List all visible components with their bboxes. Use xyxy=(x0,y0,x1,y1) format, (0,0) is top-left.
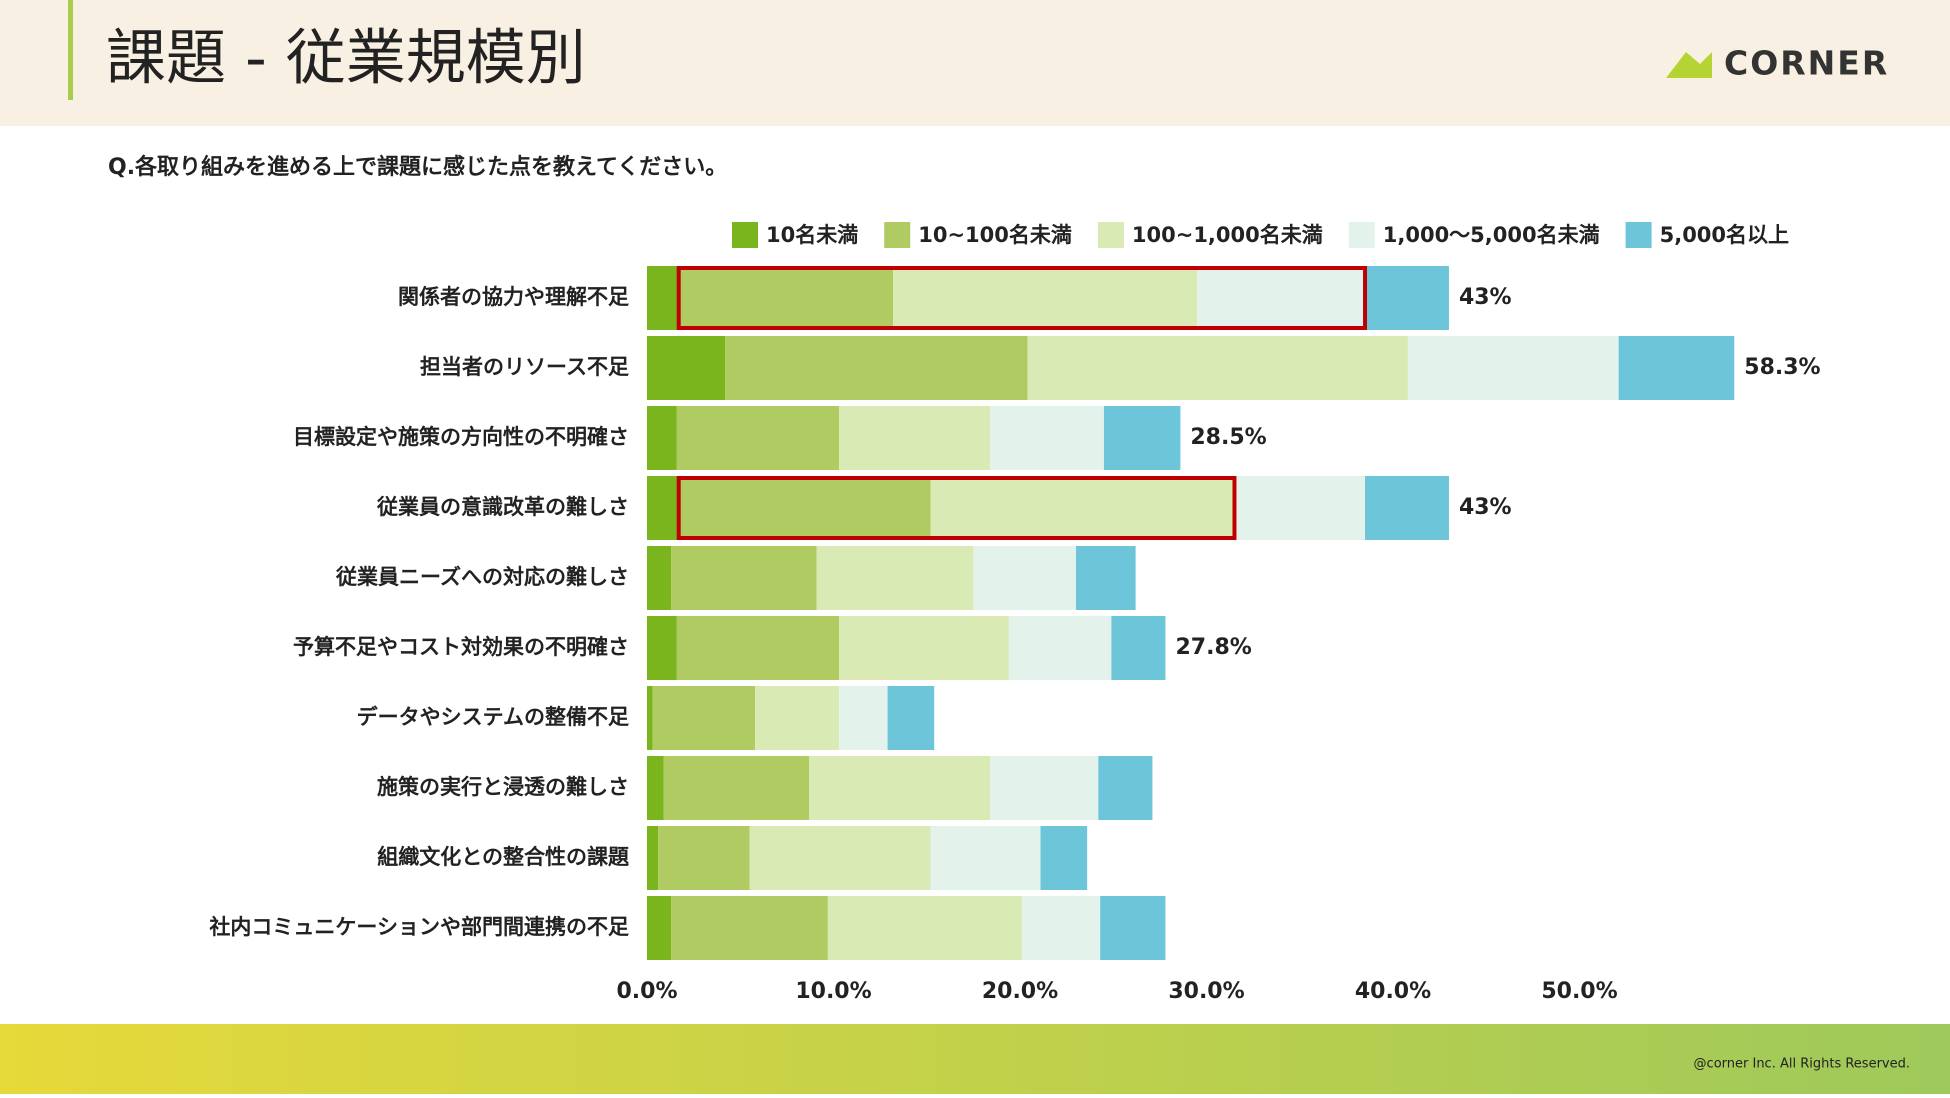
bar-segment xyxy=(827,896,1022,960)
x-tick-label: 30.0% xyxy=(1168,979,1244,1004)
bar-segment xyxy=(809,756,991,820)
bar-segment xyxy=(647,406,677,470)
bar-segment xyxy=(647,826,659,890)
legend-label: 5,000名以上 xyxy=(1660,223,1789,247)
bar-segment xyxy=(1008,616,1112,680)
copyright: @corner Inc. All Rights Reserved. xyxy=(1694,1057,1910,1072)
logo: CORNER xyxy=(1666,44,1889,83)
bar-segment xyxy=(1197,266,1366,330)
bar-segment xyxy=(839,616,1009,680)
x-tick-label: 40.0% xyxy=(1355,979,1431,1004)
category-label: 担当者のリソース不足 xyxy=(420,355,629,379)
total-label: 28.5% xyxy=(1190,425,1266,450)
bar-segment xyxy=(676,406,840,470)
bar-segment xyxy=(658,826,750,890)
bar-segment xyxy=(725,336,1028,400)
bar-segment xyxy=(1027,336,1408,400)
bar-segment xyxy=(1075,546,1136,610)
bar-segment xyxy=(930,826,1041,890)
subtitle: Q.各取り組みを進める上で課題に感じた点を教えてください。 xyxy=(108,154,727,180)
logo-text: CORNER xyxy=(1724,44,1889,83)
category-label: 関係者の協力や理解不足 xyxy=(398,285,629,309)
bar-segment xyxy=(1111,616,1166,680)
category-label: 目標設定や施策の方向性の不明確さ xyxy=(293,425,629,449)
bar-segment xyxy=(676,616,840,680)
category-label: 施策の実行と浸透の難しさ xyxy=(377,775,629,799)
category-label: 従業員の意識改革の難しさ xyxy=(376,495,629,519)
bar-segment xyxy=(1618,336,1735,400)
header-bg xyxy=(0,0,1950,126)
category-label: 従業員ニーズへの対応の難しさ xyxy=(335,565,629,589)
bar-segment xyxy=(652,686,756,750)
x-tick-label: 50.0% xyxy=(1541,979,1617,1004)
category-label: 組織文化との整合性の課題 xyxy=(377,845,630,869)
legend-swatch xyxy=(732,222,758,248)
bar-segment xyxy=(678,476,931,540)
bar-segment xyxy=(839,406,991,470)
bar-segment xyxy=(647,336,726,400)
category-label: 予算不足やコスト対効果の不明確さ xyxy=(293,635,629,659)
category-label: 社内コミュニケーションや部門間連携の不足 xyxy=(208,915,629,939)
bar-segment xyxy=(671,896,828,960)
bar-segment xyxy=(647,266,679,330)
bar-segment xyxy=(990,406,1104,470)
highlight-box xyxy=(676,266,1368,330)
bar-segment xyxy=(973,546,1076,610)
bar-segment xyxy=(1407,336,1619,400)
total-label: 58.3% xyxy=(1744,355,1820,380)
legend-swatch xyxy=(1348,222,1375,248)
legend-swatch xyxy=(1097,222,1124,248)
highlight-box xyxy=(676,476,1237,540)
page-title: 課題 - 従業規模別 xyxy=(106,24,586,94)
category-label: データやシステムの整備不足 xyxy=(357,705,629,729)
legend-label: 1,000〜5,000名未満 xyxy=(1383,223,1600,247)
legend-label: 10~100名未満 xyxy=(918,223,1072,247)
bar-segment xyxy=(678,266,894,330)
legend-swatch xyxy=(884,222,911,248)
bar-segment xyxy=(647,756,664,820)
bar-segment xyxy=(671,546,817,610)
total-label: 43% xyxy=(1459,495,1512,520)
bar-segment xyxy=(1021,896,1101,960)
bar-segment xyxy=(647,616,677,680)
bar-segment xyxy=(990,756,1099,820)
bar-segment xyxy=(663,756,810,820)
bar-segment xyxy=(1234,476,1366,540)
legend-swatch xyxy=(1625,222,1652,248)
bar-segment xyxy=(647,476,679,540)
bar-segment xyxy=(839,686,888,750)
bar-segment xyxy=(1365,476,1449,540)
bar-segment xyxy=(816,546,974,610)
bar-segment xyxy=(755,686,840,750)
bar-segment xyxy=(1040,826,1088,890)
bar-segment xyxy=(1098,756,1153,820)
bar-segment xyxy=(887,686,935,750)
footer-band xyxy=(0,1024,1950,1094)
bar-segment xyxy=(893,266,1198,330)
bar-segment xyxy=(930,476,1235,540)
x-tick-label: 20.0% xyxy=(982,979,1058,1004)
logo-icon xyxy=(1666,52,1712,78)
bar-segment xyxy=(647,546,672,610)
bar-segment xyxy=(1100,896,1166,960)
bar-segment xyxy=(1103,406,1181,470)
bar-segment xyxy=(647,686,653,750)
legend-label: 10名未満 xyxy=(766,223,858,247)
total-label: 43% xyxy=(1459,285,1512,310)
bar-segment xyxy=(647,896,672,960)
x-tick-label: 0.0% xyxy=(616,979,677,1004)
x-tick-label: 10.0% xyxy=(795,979,871,1004)
legend-label: 100~1,000名未満 xyxy=(1132,223,1323,247)
header-accent xyxy=(68,0,73,100)
bar-segment xyxy=(1365,266,1449,330)
bar-segment xyxy=(749,826,931,890)
total-label: 27.8% xyxy=(1175,635,1251,660)
